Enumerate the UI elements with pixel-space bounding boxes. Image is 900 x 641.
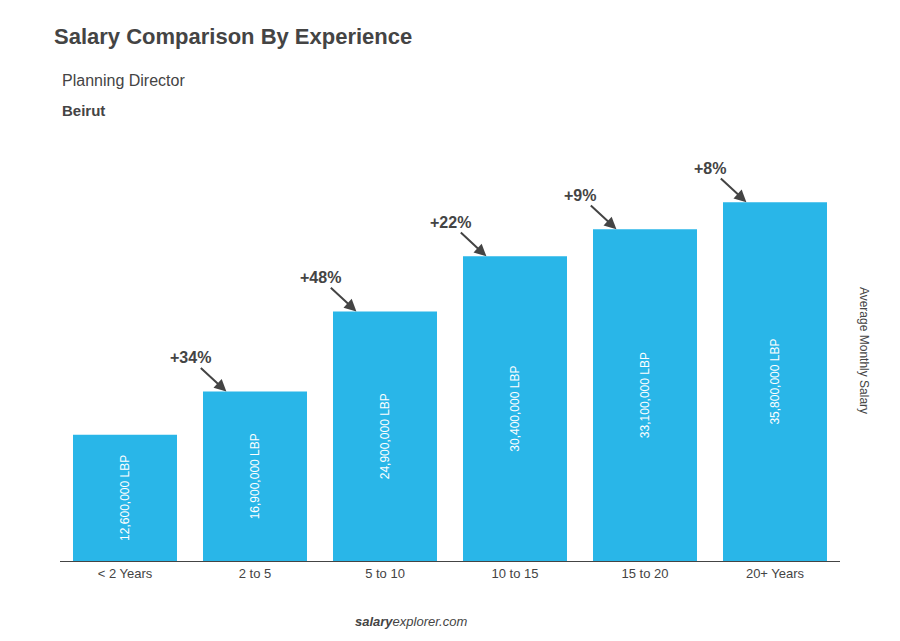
svg-text:Salary Comparison By Experienc: Salary Comparison By Experience — [54, 24, 412, 49]
svg-text:24,900,000 LBP: 24,900,000 LBP — [378, 393, 392, 479]
svg-text:Average Monthly Salary: Average Monthly Salary — [857, 287, 871, 414]
svg-text:+34%: +34% — [170, 349, 211, 366]
svg-text:< 2 Years: < 2 Years — [98, 566, 153, 581]
svg-text:10 to 15: 10 to 15 — [492, 566, 539, 581]
svg-text:2 to 5: 2 to 5 — [239, 566, 272, 581]
svg-text:33,100,000 LBP: 33,100,000 LBP — [638, 352, 652, 438]
svg-text:35,800,000 LBP: 35,800,000 LBP — [768, 339, 782, 425]
svg-text:15 to 20: 15 to 20 — [622, 566, 669, 581]
svg-text:30,400,000 LBP: 30,400,000 LBP — [508, 366, 522, 452]
svg-text:12,600,000 LBP: 12,600,000 LBP — [118, 455, 132, 541]
svg-text:+48%: +48% — [300, 269, 341, 286]
svg-text:Beirut: Beirut — [62, 102, 105, 119]
svg-text:20+ Years: 20+ Years — [746, 566, 805, 581]
svg-text:Planning Director: Planning Director — [62, 72, 185, 89]
svg-text:+22%: +22% — [430, 214, 471, 231]
svg-text:+8%: +8% — [694, 160, 726, 177]
svg-text:16,900,000 LBP: 16,900,000 LBP — [248, 433, 262, 519]
svg-text:+9%: +9% — [564, 187, 596, 204]
svg-text:salaryexplorer.com: salaryexplorer.com — [355, 614, 467, 629]
svg-text:5 to 10: 5 to 10 — [365, 566, 405, 581]
